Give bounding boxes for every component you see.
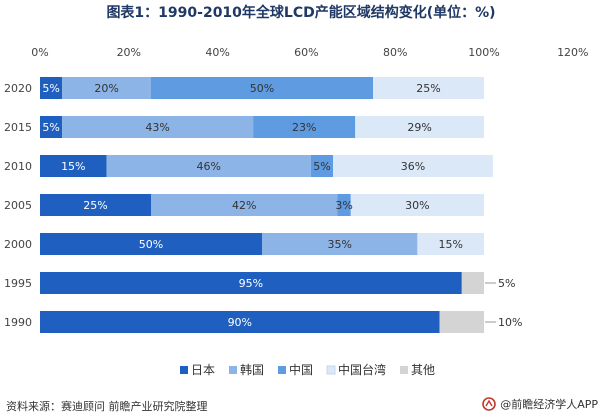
legend-swatch: [229, 366, 237, 374]
brand-attribution: @前瞻经济学人APP: [482, 396, 598, 412]
y-tick-label: 2000: [4, 238, 32, 251]
bar-label: 30%: [405, 199, 429, 212]
legend-label: 中国台湾: [338, 362, 386, 377]
legend: 日本 韩国 中国 中国台湾 其他: [180, 362, 435, 377]
bar-segment: [62, 116, 254, 138]
x-tick-label: 100%: [468, 46, 499, 59]
bar-segment: [350, 194, 484, 216]
source-note: 资料来源：赛迪顾问 前瞻产业研究院整理: [6, 400, 208, 413]
bar-segment: [151, 77, 373, 99]
bar-segment: [355, 116, 484, 138]
bar-label: 95%: [239, 277, 263, 290]
bar-data-labels: 5% 20% 50% 25% 5% 43% 23% 29% 15% 46% 5% 36% 25% 42% 3…: [42, 82, 522, 329]
bar-segment: [40, 311, 440, 333]
bar-label: 50%: [250, 82, 274, 95]
x-tick-label: 20%: [117, 46, 141, 59]
y-axis-ticks: 2020 2015 2010 2005 2000 1995 1990: [4, 82, 32, 329]
bar-segment: [417, 233, 484, 255]
legend-label: 其他: [411, 363, 435, 377]
bar-segment: [62, 77, 152, 99]
bar-segment: [461, 272, 484, 294]
x-tick-label: 0%: [31, 46, 48, 59]
y-tick-label: 1990: [4, 316, 32, 329]
bar-segment: [40, 194, 151, 216]
bar-label: 20%: [94, 82, 118, 95]
x-axis-ticks: 0% 20% 40% 60% 80% 100% 120%: [31, 46, 588, 59]
bar-label: 25%: [416, 82, 440, 95]
bar-label: 10%: [498, 316, 522, 329]
y-tick-label: 2010: [4, 160, 32, 173]
bar-label: 15%: [61, 160, 85, 173]
brand-label: @前瞻经济学人APP: [500, 398, 598, 411]
bar-segment: [262, 233, 418, 255]
bar-label: 43%: [145, 121, 169, 134]
chart-title: 图表1：1990-2010年全球LCD产能区域结构变化(单位：%): [106, 5, 496, 21]
bar-segment: [439, 311, 484, 333]
bar-label: 29%: [407, 121, 431, 134]
bar-segment: [333, 155, 493, 177]
bar-segment: [40, 233, 262, 255]
bar-label: 42%: [232, 199, 256, 212]
legend-label: 中国: [289, 362, 313, 377]
stacked-bar-chart: 0% 20% 40% 60% 80% 100% 120% 20202015201020052…: [4, 46, 589, 377]
bar-segment: [40, 77, 63, 99]
bar-segment: [40, 155, 107, 177]
legend-swatch: [326, 365, 336, 375]
legend-swatch: [180, 366, 188, 374]
bar-label: 3%: [335, 199, 352, 212]
x-tick-label: 60%: [294, 46, 318, 59]
bar-segment: [253, 116, 356, 138]
bar-segment: [106, 155, 311, 177]
bar-label: 15%: [438, 238, 462, 251]
legend-swatch: [400, 366, 408, 374]
bars: [40, 77, 493, 333]
y-tick-label: 2005: [4, 199, 32, 212]
bar-label: 35%: [327, 238, 351, 251]
bar-label: 25%: [83, 199, 107, 212]
bar-label: 50%: [139, 238, 163, 251]
bar-label: 5%: [42, 121, 59, 134]
y-tick-label: 2015: [4, 121, 32, 134]
bar-segment: [310, 155, 334, 177]
x-tick-label: 80%: [383, 46, 407, 59]
bar-label: 5%: [498, 277, 515, 290]
bar-segment: [373, 77, 484, 99]
x-tick-label: 40%: [205, 46, 229, 59]
y-tick-label: 1995: [4, 277, 32, 290]
legend-label: 韩国: [240, 362, 264, 377]
bar-label: 36%: [401, 160, 425, 173]
bar-label: 5%: [42, 82, 59, 95]
y-tick-label: 2020: [4, 82, 32, 95]
bar-label: 23%: [292, 121, 316, 134]
legend-swatch: [278, 366, 286, 374]
footer: 资料来源：赛迪顾问 前瞻产业研究院整理 @前瞻经济学人APP: [0, 392, 602, 418]
bar-segment: [40, 272, 462, 294]
legend-label: 日本: [191, 363, 215, 377]
bar-label: 5%: [313, 160, 330, 173]
x-tick-label: 120%: [557, 46, 588, 59]
bar-label: 90%: [228, 316, 252, 329]
bar-segment: [337, 194, 351, 216]
bar-label: 46%: [196, 160, 220, 173]
brand-logo-icon: [482, 397, 497, 411]
bar-segment: [151, 194, 338, 216]
bar-segment: [40, 116, 63, 138]
